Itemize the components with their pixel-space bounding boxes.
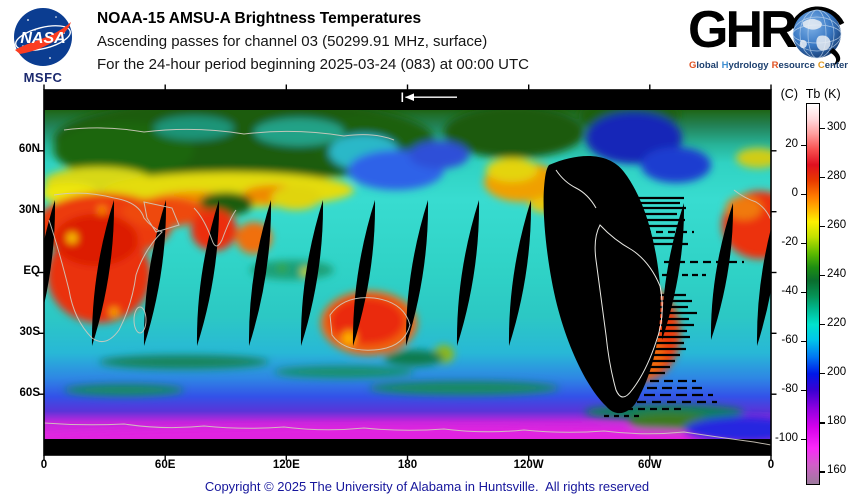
lat-label-60S: 60S [19,386,40,399]
kelvin-label-160: 160 [827,464,847,477]
celsius-tick--60 [801,340,806,343]
kelvin-tick-180 [820,421,825,424]
kelvin-label-200: 200 [827,366,847,379]
nasa-logo-text: NASA [20,30,65,47]
south-polar-no-data-band [44,439,771,455]
nasa-logo-swoosh [15,22,71,54]
globe-continents [799,18,831,51]
kelvin-tick-260 [820,225,825,228]
lon-label-60W: 60W [638,459,662,471]
lat-label-30N: 30N [18,204,40,217]
lon-label-60E: 60E [154,459,176,471]
channel-subtitle: Ascending passes for channel 03 (50299.9… [97,33,488,50]
kelvin-tick-240 [820,274,825,277]
missing-swath-region [543,155,661,414]
kelvin-tick-200 [820,372,825,375]
celsius-label-0: 0 [791,186,798,199]
copyright-text: Copyright © 2025 The University of Alaba… [204,479,650,494]
lon-label-180: 180 [397,459,418,471]
ghrc-tagline: Global Hydrology Resource Center [689,60,849,71]
nasa-logo: NASA [14,8,72,66]
celsius-label--60: -60 [781,333,798,346]
lon-label-120W: 120W [513,459,544,471]
kelvin-tick-220 [820,323,825,326]
celsius-tick--40 [801,291,806,294]
lon-label-0-left: 0 [40,459,48,471]
kelvin-label-260: 260 [827,219,847,232]
celsius-label--100: -100 [774,432,798,444]
north-polar-no-data-band [44,90,771,110]
lon-label-0: 0 [767,459,775,471]
brightness-temperature-map [38,84,777,461]
tagline-word-center: Center [817,60,848,71]
nasa-logo-orbit [15,25,71,51]
period-subtitle: For the 24-hour period beginning 2025-03… [97,56,529,73]
celsius-tick--20 [801,242,806,245]
msfc-caption: MSFC [23,70,63,85]
celsius-label-20: 20 [785,137,798,150]
kelvin-label-240: 240 [827,268,847,281]
celsius-tick--80 [801,389,806,392]
celsius-label--80: -80 [781,382,798,395]
ghrc-letter-c-tail [829,48,841,66]
colorbar-kelvin-header: (K) [824,87,841,101]
partial-scan-lines [604,196,744,418]
kelvin-label-300: 300 [827,121,847,134]
kelvin-label-280: 280 [827,170,847,183]
colorbar-quantity-header: Tb [805,87,821,101]
page-title: NOAA-15 AMSU-A Brightness Temperatures [97,10,422,27]
south-america-coastline [555,169,663,398]
colorbar-gradient [806,103,820,485]
scan-direction-arrow [401,92,457,102]
tagline-word-hydrology: Hydrology [721,60,769,71]
ghrc-logo-wordmark: GHR [688,1,798,59]
lat-label-30S: 30S [19,325,40,338]
tagline-word-global: Global [689,60,719,71]
celsius-label--20: -20 [781,235,798,248]
ghrc-globe-icon [789,6,845,66]
kelvin-tick-300 [820,127,825,130]
lat-label-EQ: EQ [23,265,40,277]
axis-tick-marks [38,84,777,461]
kelvin-label-180: 180 [827,415,847,428]
colorbar-celsius-header: (C) [780,87,798,101]
coastlines [44,127,771,446]
celsius-label--40: -40 [781,284,798,297]
tagline-word-resource: Resource [771,60,815,71]
kelvin-tick-160 [820,470,825,473]
celsius-tick-20 [801,144,806,147]
lon-label-120E: 120E [272,459,300,471]
globe-graticule [792,9,842,59]
lat-label-60N: 60N [18,143,40,156]
kelvin-label-220: 220 [827,317,847,330]
celsius-tick--100 [801,438,806,441]
celsius-tick-0 [801,193,806,196]
ghrc-letter-c-arc [789,6,845,29]
kelvin-tick-280 [820,176,825,179]
